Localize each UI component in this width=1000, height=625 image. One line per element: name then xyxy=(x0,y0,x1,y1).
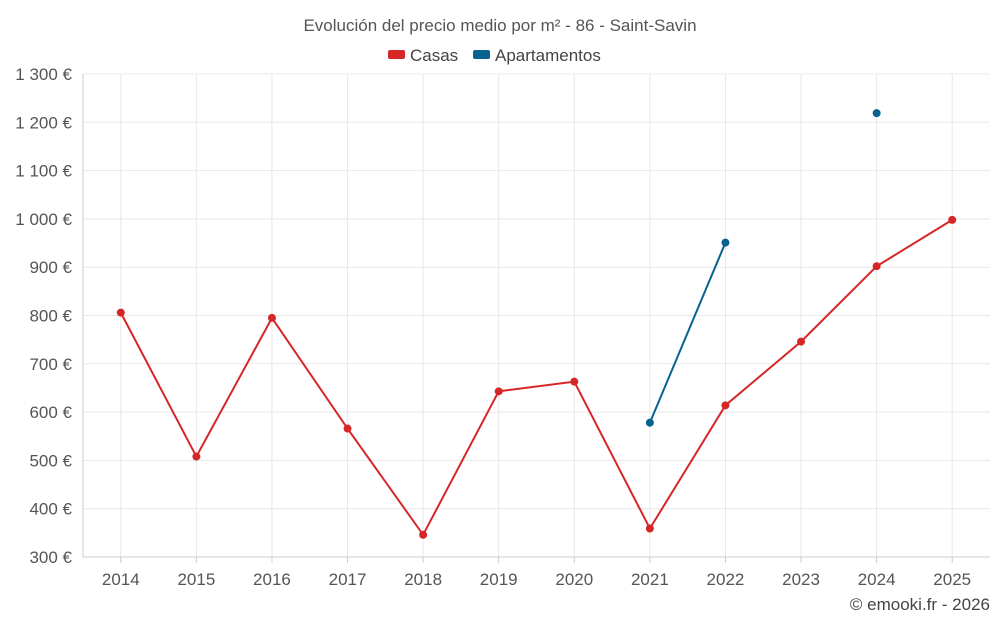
x-tick-label: 2020 xyxy=(555,570,593,589)
x-tick-label: 2025 xyxy=(933,570,971,589)
y-tick-label: 600 € xyxy=(29,403,72,422)
legend-label: Casas xyxy=(410,46,458,65)
data-point[interactable] xyxy=(645,524,654,533)
series-layer xyxy=(116,109,957,539)
grid xyxy=(83,73,990,557)
x-tick-label: 2019 xyxy=(480,570,518,589)
series-apartamentos xyxy=(645,109,881,427)
y-tick-label: 400 € xyxy=(29,500,72,519)
legend-label: Apartamentos xyxy=(495,46,601,65)
data-point[interactable] xyxy=(872,109,881,118)
y-tick-label: 900 € xyxy=(29,258,72,277)
data-point[interactable] xyxy=(948,215,957,224)
y-tick-label: 1 200 € xyxy=(15,113,72,132)
y-tick-label: 800 € xyxy=(29,307,72,326)
data-point[interactable] xyxy=(494,387,503,396)
series-casas xyxy=(116,215,957,539)
data-point[interactable] xyxy=(721,401,730,410)
x-tick-label: 2015 xyxy=(177,570,215,589)
data-point[interactable] xyxy=(419,530,428,539)
data-point[interactable] xyxy=(721,238,730,247)
data-point[interactable] xyxy=(797,337,806,346)
data-point[interactable] xyxy=(192,452,201,461)
x-tick-label: 2023 xyxy=(782,570,820,589)
x-tick-label: 2024 xyxy=(858,570,896,589)
data-point[interactable] xyxy=(645,418,654,427)
x-tick-label: 2018 xyxy=(404,570,442,589)
axes: 300 € 400 € 500 € 600 € 700 € 800 € 900 € 1 000… xyxy=(15,65,990,589)
legend-swatch xyxy=(473,50,490,59)
x-tick-label: 2014 xyxy=(102,570,140,589)
y-tick-label: 1 000 € xyxy=(15,210,72,229)
data-point[interactable] xyxy=(872,262,881,271)
chart-title: Evolución del precio medio por m² - 86 -… xyxy=(303,16,696,35)
y-tick-label: 300 € xyxy=(29,548,72,567)
legend-item-casas[interactable]: Casas xyxy=(388,46,458,65)
legend-swatch xyxy=(388,50,405,59)
series-line xyxy=(119,219,953,537)
data-point[interactable] xyxy=(343,424,352,433)
x-tick-label: 2022 xyxy=(707,570,745,589)
y-tick-label: 500 € xyxy=(29,451,72,470)
series-line xyxy=(648,242,727,424)
credit-text: © emooki.fr - 2026 xyxy=(850,595,990,614)
x-tick-label: 2017 xyxy=(329,570,367,589)
x-tick-label: 2016 xyxy=(253,570,291,589)
data-point[interactable] xyxy=(570,377,579,386)
legend: Casas Apartamentos xyxy=(388,46,601,65)
x-tick-label: 2021 xyxy=(631,570,669,589)
y-tick-label: 700 € xyxy=(29,355,72,374)
y-tick-label: 1 300 € xyxy=(15,65,72,84)
data-point[interactable] xyxy=(116,308,125,317)
data-point[interactable] xyxy=(267,313,276,322)
y-tick-label: 1 100 € xyxy=(15,162,72,181)
legend-item-apartamentos[interactable]: Apartamentos xyxy=(473,46,601,65)
